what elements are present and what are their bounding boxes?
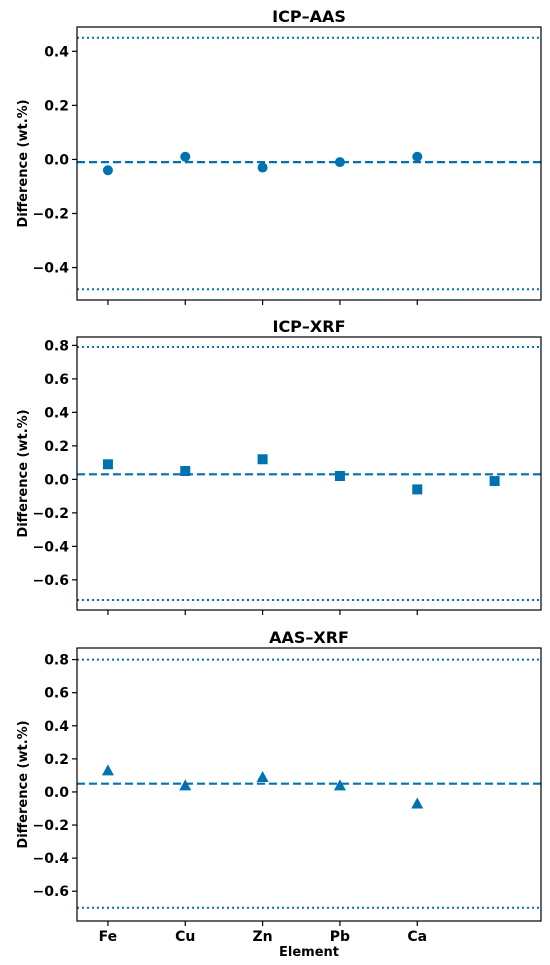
y-tick-label: −0.4: [32, 851, 69, 867]
x-axis-label: Element: [279, 945, 339, 960]
data-point: [412, 151, 423, 162]
data-point: [333, 779, 346, 791]
y-tick-label: −0.2: [32, 818, 69, 834]
y-tick-label: 0.2: [44, 439, 69, 455]
y-tick-label: −0.6: [32, 573, 69, 589]
y-tick-label: 0.0: [44, 785, 69, 801]
data-point: [334, 471, 345, 482]
data-point: [257, 454, 268, 465]
y-tick-label: −0.6: [32, 884, 69, 900]
data-point: [412, 484, 423, 495]
y-tick-label: −0.4: [32, 261, 69, 277]
plot-frame: [76, 26, 542, 301]
y-axis-label: Difference (wt.%): [16, 99, 31, 227]
y-tick-label: 0.4: [44, 719, 69, 735]
y-tick-label: −0.2: [32, 207, 69, 223]
y-tick-label: 0.6: [44, 686, 69, 702]
y-tick-label: 0.0: [44, 152, 69, 168]
data-point: [257, 162, 268, 173]
y-tick-label: 0.2: [44, 98, 69, 114]
y-tick-label: 0.4: [44, 405, 69, 421]
y-tick-label: −0.4: [32, 539, 69, 555]
subplot-title: ICP–XRF: [272, 317, 345, 336]
data-point: [411, 797, 424, 809]
y-tick-label: 0.8: [44, 653, 69, 669]
data-point: [180, 465, 191, 476]
x-tick-label: Ca: [407, 929, 427, 945]
y-tick-label: 0.6: [44, 372, 69, 388]
data-point: [489, 476, 500, 487]
x-tick-label: Zn: [253, 929, 273, 945]
plot-frame: [76, 336, 542, 611]
subplot-3: AAS–XRF −0.6 −0.4 −0.2 0.0 0.2 0.4 0.6 0.8 Fe Cu Zn…: [16, 628, 542, 960]
y-tick-label: 0.0: [44, 472, 69, 488]
data-point: [102, 459, 113, 470]
plot-frame: [76, 647, 542, 922]
data-point: [102, 165, 113, 176]
subplot-title: AAS–XRF: [269, 628, 349, 647]
y-tick-label: 0.4: [44, 44, 69, 60]
y-tick-label: 0.2: [44, 752, 69, 768]
data-point: [256, 771, 269, 783]
x-tick-label: Cu: [175, 929, 195, 945]
y-tick-label: 0.8: [44, 338, 69, 354]
data-point: [101, 764, 114, 776]
data-point: [179, 779, 192, 791]
subplot-2: ICP–XRF −0.6 −0.4 −0.2 0.0 0.2 0.4 0.6 0.8 Differ…: [16, 317, 542, 615]
y-axis-label: Difference (wt.%): [16, 409, 31, 537]
subplot-title: ICP–AAS: [272, 7, 346, 26]
x-tick-label: Fe: [99, 929, 118, 945]
x-tick-label: Pb: [330, 929, 350, 945]
data-point: [180, 151, 191, 162]
y-axis-label: Difference (wt.%): [16, 720, 31, 848]
data-point: [334, 157, 345, 168]
subplot-1: ICP–AAS −0.4 −0.2 0.0 0.2 0.4 Difference (wt.%…: [16, 7, 542, 305]
y-tick-label: −0.2: [32, 506, 69, 522]
